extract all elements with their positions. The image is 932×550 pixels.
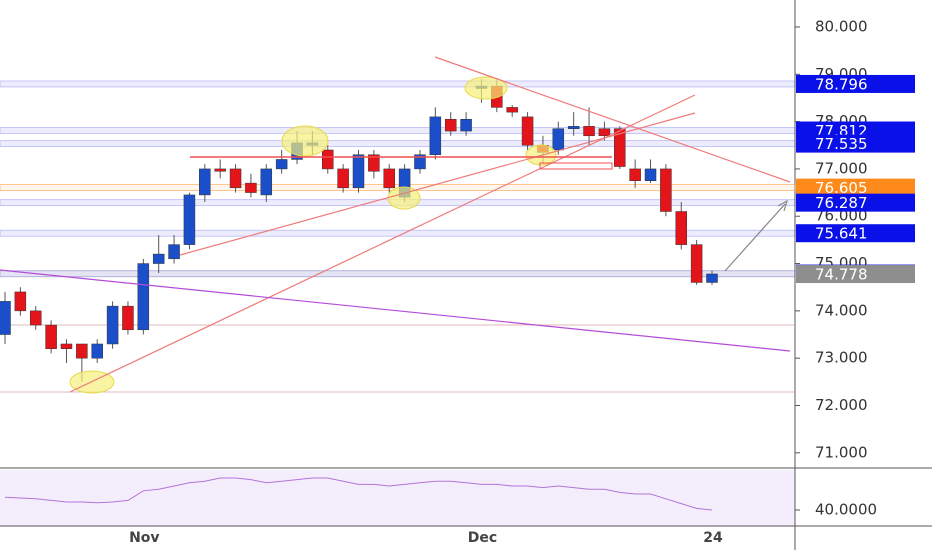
y-tick-label: 77.000 [815, 159, 868, 177]
candle-body [337, 168, 349, 189]
rsi-pane [0, 470, 795, 526]
candle-body [245, 182, 257, 193]
price-label: 77.535 [815, 135, 868, 153]
candle-body [14, 291, 27, 312]
candle-body [29, 310, 42, 326]
candle-body [183, 194, 196, 245]
price-label-box [796, 178, 915, 197]
price-label-box [796, 74, 915, 93]
candle-body [675, 211, 688, 245]
level-band [0, 80, 796, 88]
candle-body [91, 343, 103, 359]
arrow [724, 203, 786, 272]
candle-body [0, 301, 11, 335]
candle-body [706, 273, 718, 283]
rsi-line [4, 477, 713, 511]
level-band [0, 127, 796, 134]
x-tick-label: Nov [129, 530, 159, 546]
candle-body [614, 128, 626, 167]
candle-body [598, 128, 611, 137]
candle-body [660, 168, 672, 212]
candle-body [137, 263, 150, 331]
candle-body [260, 168, 273, 196]
candle-body [214, 168, 226, 172]
level-band [0, 270, 796, 277]
price-label: 76.605 [815, 179, 868, 197]
candle-body [567, 126, 580, 129]
x-tick-label: Dec [468, 530, 497, 546]
candle-body [429, 116, 442, 155]
candle-body [368, 154, 380, 172]
candle-body [552, 128, 565, 151]
trendline [0, 269, 791, 352]
y-tick-label: 80.000 [815, 17, 868, 35]
price-label-box [796, 265, 915, 284]
price-label-box [796, 134, 915, 153]
trendline [69, 94, 696, 393]
candle-body [168, 244, 180, 260]
trendline [179, 112, 696, 256]
price-label: 78.796 [815, 75, 868, 93]
candle-body [444, 118, 457, 132]
zone [539, 162, 613, 170]
level-band [0, 270, 796, 278]
candle-body [690, 244, 703, 283]
candle-body [45, 324, 57, 349]
trendline [434, 56, 791, 183]
price-label: 76.287 [815, 194, 868, 212]
arrow-head [777, 199, 788, 212]
drawings [0, 56, 791, 394]
rsi-tick-label: 40.0000 [815, 501, 877, 519]
candle-body [460, 118, 472, 132]
candle-body [414, 154, 426, 170]
candle-body [322, 149, 334, 170]
candle-body [275, 159, 288, 170]
candle-body [644, 168, 657, 181]
price-label-box [796, 193, 915, 212]
candle-body [506, 107, 518, 113]
candle-body [122, 305, 134, 331]
candle-body [229, 168, 242, 189]
y-tick-label: 74.000 [815, 301, 868, 319]
candle-body [629, 168, 641, 181]
y-tick-label: 73.000 [815, 349, 868, 367]
y-tick-label: 71.000 [815, 443, 868, 461]
candle-body [521, 116, 534, 146]
candle-body [76, 343, 88, 359]
candle-body [383, 168, 395, 189]
x-tick-label: 24 [703, 530, 723, 546]
highlight [281, 125, 329, 157]
price-label: 75.641 [815, 225, 868, 243]
y-tick-label: 72.000 [815, 396, 868, 414]
candle-body [106, 305, 119, 345]
candle-body [199, 168, 211, 196]
price-label: 74.778 [815, 266, 868, 284]
level-band [0, 140, 796, 148]
candle-body [152, 253, 165, 264]
candle-body [352, 154, 365, 189]
candle-body [583, 126, 595, 137]
price-label-box [796, 224, 915, 243]
highlight [464, 76, 508, 100]
candle-body [60, 343, 73, 349]
